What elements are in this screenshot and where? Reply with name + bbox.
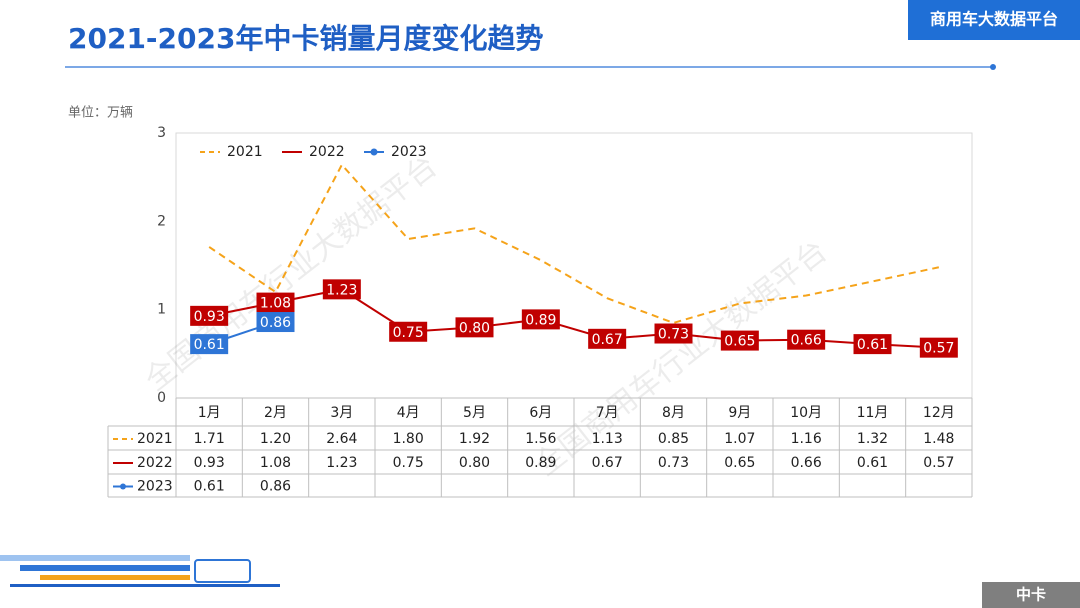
table-cell: 1.71 (194, 431, 225, 447)
data-label: 0.61 (857, 337, 888, 353)
data-label: 0.66 (791, 333, 822, 349)
table-cell: 1.16 (791, 431, 822, 447)
table-cell: 1.20 (260, 431, 291, 447)
label-box (190, 334, 229, 355)
table-row-label: 2023 (137, 479, 173, 495)
x-tick-label: 4月 (397, 405, 420, 421)
table-cell: 2.64 (326, 431, 357, 447)
footer-tag: 中卡 (1016, 586, 1046, 604)
table-marker (120, 483, 126, 490)
legend-label: 2021 (227, 144, 263, 160)
table-cell: 0.66 (791, 455, 822, 471)
data-label: 1.08 (260, 296, 291, 312)
table-cell: 0.61 (194, 479, 225, 495)
label-box (389, 321, 428, 342)
platform-text: 商用车大数据平台 (930, 10, 1058, 29)
x-tick-label: 9月 (728, 405, 751, 421)
x-tick-label: 1月 (198, 405, 221, 421)
y-tick-label: 3 (157, 125, 166, 141)
data-label: 0.89 (525, 312, 556, 328)
table-cell: 0.65 (724, 455, 755, 471)
label-box (588, 328, 627, 349)
table-cell: 0.73 (658, 455, 689, 471)
data-label: 0.65 (724, 334, 755, 350)
label-box (190, 305, 229, 326)
data-label: 0.86 (260, 315, 291, 331)
data-label: 0.57 (923, 341, 954, 357)
chart-title: 2021-2023年中卡销量月度变化趋势 (68, 22, 543, 55)
table-cell: 1.56 (525, 431, 556, 447)
table-cell: 0.67 (592, 455, 623, 471)
table-cell: 1.08 (260, 455, 291, 471)
table-cell: 1.23 (326, 455, 357, 471)
data-label: 0.73 (658, 327, 689, 343)
x-tick-label: 7月 (596, 405, 619, 421)
x-tick-label: 5月 (463, 405, 486, 421)
y-tick-label: 0 (157, 390, 166, 406)
table-cell: 1.92 (459, 431, 490, 447)
data-label: 0.80 (459, 320, 490, 336)
platform-badge (908, 0, 1080, 40)
data-label: 0.67 (592, 332, 623, 348)
legend-label: 2022 (309, 144, 345, 160)
y-tick-label: 2 (157, 213, 166, 229)
table-cell: 0.61 (857, 455, 888, 471)
unit-label: 单位：万辆 (68, 106, 133, 121)
label-box (787, 329, 826, 350)
x-tick-label: 11月 (857, 405, 889, 421)
label-box (256, 292, 295, 313)
table-cell: 0.57 (923, 455, 954, 471)
truck-deco (0, 555, 280, 587)
table-cell: 1.07 (724, 431, 755, 447)
label-box (322, 279, 361, 300)
data-label: 0.93 (194, 309, 225, 325)
x-tick-label: 2月 (264, 405, 287, 421)
label-box (455, 317, 494, 338)
label-box (919, 337, 958, 358)
table-cell: 1.48 (923, 431, 954, 447)
x-tick-label: 8月 (662, 405, 685, 421)
series-line (208, 288, 939, 349)
table-cell: 0.86 (260, 479, 291, 495)
data-label: 0.75 (393, 325, 424, 341)
data-label: 0.61 (194, 337, 225, 353)
data-label: 1.23 (326, 282, 357, 298)
legend-marker (370, 148, 378, 156)
label-box (654, 323, 693, 344)
x-tick-label: 12月 (923, 405, 955, 421)
table-row-label: 2021 (137, 431, 173, 447)
watermark: 全国商用车行业大数据平台 (139, 149, 444, 398)
x-tick-label: 6月 (529, 405, 552, 421)
table-cell: 1.32 (857, 431, 888, 447)
table-row-label: 2022 (137, 455, 173, 471)
table-cell: 0.80 (459, 455, 490, 471)
rule-dot (990, 64, 996, 70)
series-line (208, 163, 940, 324)
table-cell: 0.93 (194, 455, 225, 471)
x-tick-label: 3月 (330, 405, 353, 421)
table-cell: 1.80 (393, 431, 424, 447)
y-tick-label: 1 (157, 302, 166, 318)
footer-badge (982, 582, 1080, 608)
x-tick-label: 10月 (790, 405, 822, 421)
label-box (720, 330, 759, 351)
label-box (521, 309, 560, 330)
table-cell: 0.85 (658, 431, 689, 447)
table-cell: 0.75 (393, 455, 424, 471)
label-box (256, 312, 295, 333)
label-box (853, 334, 892, 355)
table-cell: 0.89 (525, 455, 556, 471)
table-cell: 1.13 (592, 431, 623, 447)
legend-label: 2023 (391, 144, 427, 160)
